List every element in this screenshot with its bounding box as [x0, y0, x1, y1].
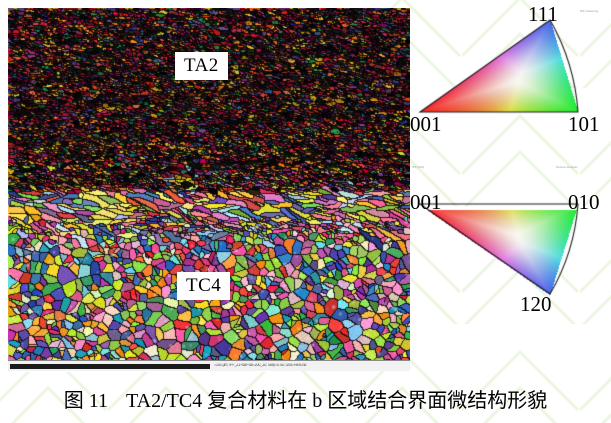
ipf-cubic-corner-101: 101	[568, 112, 600, 136]
ipf-meta-right: Texture Analysis	[556, 165, 578, 169]
ipf-colour-key-cubic: 001 101 111 IPF Colouring	[408, 4, 608, 146]
ipf-cubic-meta-text: IPF Colouring	[580, 9, 599, 13]
ipf-hex-corner-001: 001	[410, 190, 442, 214]
ipf-hex-corner-010: 010	[568, 190, 600, 214]
ipf-cubic-corner-001: 001	[410, 112, 442, 136]
scalebar-rule	[10, 363, 210, 369]
figure-caption-text: TA2/TC4 复合材料在 b 区域结合界面微结构形貌	[126, 390, 548, 412]
region-label-ta2: TA2	[175, 52, 228, 80]
figure-caption: 图 11 TA2/TC4 复合材料在 b 区域结合界面微结构形貌	[0, 388, 611, 414]
ipf-hex-corner-120: 120	[520, 292, 552, 316]
ipf-colour-key-hexagonal: 001 010 120	[408, 192, 608, 320]
ebsd-scalebar-strip: =100 µm; IPF_Z1+tab+db=200_Z0; Step=0.45…	[8, 360, 410, 371]
ipf-meta-left: IPF [001]	[412, 165, 425, 169]
figure-caption-number: 图 11	[63, 390, 109, 412]
ipf-cubic-corner-111: 111	[528, 2, 558, 26]
region-label-tc4: TC4	[177, 272, 231, 300]
scalebar-caption: =100 µm; IPF_Z1+tab+db=200_Z0; Step=0.45…	[214, 363, 307, 368]
